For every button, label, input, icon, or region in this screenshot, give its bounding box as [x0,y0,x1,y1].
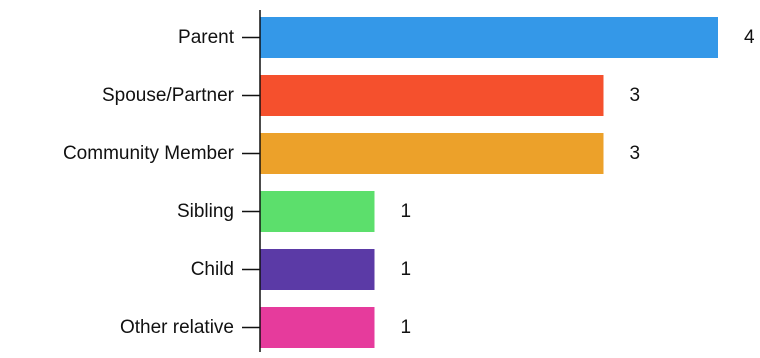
value-label: 1 [401,259,412,280]
category-label: Other relative [120,317,234,338]
bars-layer [260,17,718,348]
bar-sibling [260,191,375,232]
category-label: Child [191,259,234,280]
category-label: Parent [178,27,235,48]
value-label: 4 [744,27,755,48]
category-labels: Parent Spouse/Partner Community Member Sibl… [63,27,235,338]
category-label: Community Member [63,143,235,164]
value-label: 3 [630,143,641,164]
bar-parent [260,17,718,58]
bar-child [260,249,375,290]
value-label: 1 [401,317,412,338]
tick-marks [242,36,260,329]
bar-community-member [260,133,604,174]
bar-spouse-partner [260,75,604,116]
value-label: 3 [630,85,641,106]
bar-other-relative [260,307,375,348]
category-label: Sibling [177,201,234,222]
value-label: 1 [401,201,412,222]
value-labels: 4 3 3 1 1 1 [401,27,756,338]
category-label: Spouse/Partner [102,85,235,106]
